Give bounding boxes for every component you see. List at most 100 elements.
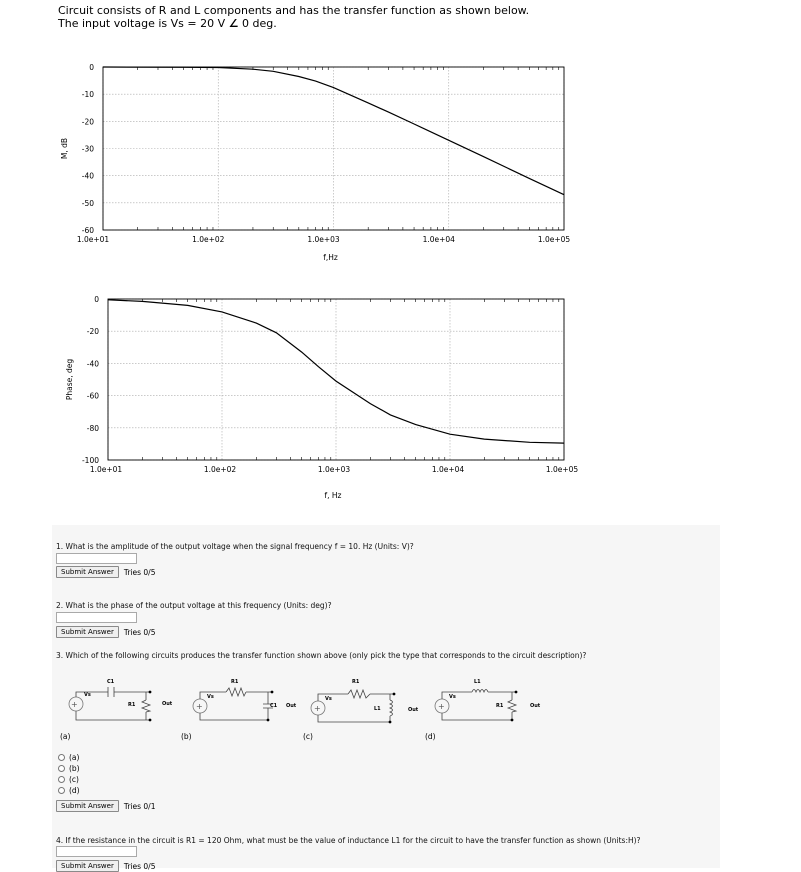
option-c-radio[interactable] [58,776,65,783]
phase-x-tick-label: 1.0e+02 [204,465,237,474]
circuit-d-diagram: + Vs L1 R1 Out [434,679,541,722]
option-a[interactable]: (a) [58,752,80,763]
question-4-text: 4. If the resistance in the circuit is R… [56,836,641,845]
intro-line-2-post: 0 deg. [238,17,277,30]
option-b-label: (b) [69,764,80,773]
mag-x-tick-label: 1.0e+02 [192,235,225,244]
circuit-d-shunt-label: R1 [496,703,504,709]
circuit-c-out-label: Out [408,707,419,713]
mag-x-tick-label: 1.0e+04 [423,235,456,244]
circuit-c-top-label: R1 [352,679,360,685]
mag-y-tick-label: -40 [82,172,94,181]
mag-series-line [102,66,565,196]
mag-x-axis-label: f,Hz [323,253,338,262]
circuit-b-shunt-label: C1 [270,703,278,709]
question-4-submit-button[interactable]: Submit Answer [56,860,119,872]
option-d-radio[interactable] [58,787,65,794]
phase-y-tick-label: 0 [94,295,99,304]
circuit-b-out-label: Out [286,703,297,709]
mag-y-tick-label: -20 [82,117,94,126]
circuit-a-label: (a) [60,732,71,741]
question-4-actions: Submit Answer Tries 0/5 [56,860,155,872]
mag-y-tick-label: -60 [82,226,94,235]
question-1-answer-input[interactable] [56,553,137,564]
phase-y-tick-label: -80 [87,424,99,433]
option-d[interactable]: (d) [58,785,80,796]
option-d-label: (d) [69,786,80,795]
circuit-d-top-label: L1 [474,679,481,685]
question-1-submit-button[interactable]: Submit Answer [56,566,119,578]
mag-x-tick-label: 1.0e+03 [307,235,340,244]
circuit-c-diagram: + Vs R1 L1 Out [310,679,419,724]
mag-y-tick-label: -10 [82,90,94,99]
option-b[interactable]: (b) [58,763,80,774]
question-2-actions: Submit Answer Tries 0/5 [56,626,155,638]
question-3-tries: Tries 0/1 [123,801,156,811]
phase-y-axis-label: Phase, deg [65,359,74,401]
phase-series-line [107,299,565,444]
circuit-a-plus: + [71,700,78,709]
phase-x-axis-label: f, Hz [325,491,342,500]
question-3-actions: Submit Answer Tries 0/1 [56,800,155,812]
option-c[interactable]: (c) [58,774,80,785]
phase-x-tick-label: 1.0e+05 [546,465,579,474]
problem-statement: Circuit consists of R and L components a… [58,4,529,30]
question-2-submit-button[interactable]: Submit Answer [56,626,119,638]
mag-x-tick-label: 1.0e+01 [77,235,110,244]
circuit-c-label: (c) [303,732,313,741]
option-c-label: (c) [69,775,79,784]
intro-line-2: The input voltage is Vs = 20 V ∠ 0 deg. [58,17,529,30]
phase-y-tick-label: -20 [87,327,99,336]
option-b-radio[interactable] [58,765,65,772]
mag-y-tick-label: -30 [82,145,94,154]
circuit-c-shunt-label: L1 [374,706,381,712]
magnitude-chart: 0 -10 -20 -30 -40 -50 -601.0e+01 1.0e+02 1.0e+03… [60,63,571,262]
question-4-tries: Tries 0/5 [123,861,156,871]
question-4-answer-input[interactable] [56,846,137,857]
circuit-c-plus: + [314,704,321,713]
circuit-a-shunt-label: R1 [128,702,136,708]
circuit-b-vs-label: Vs [207,694,214,700]
question-2-text: 2. What is the phase of the output volta… [56,601,332,610]
circuit-a-vs-label: Vs [84,692,91,698]
option-a-radio[interactable] [58,754,65,761]
mag-y-axis-label: M, dB [60,138,69,159]
angle-symbol: ∠ [228,17,239,30]
circuit-d-vs-label: Vs [449,694,456,700]
phase-y-tick-label: -40 [87,359,99,368]
question-3-submit-button[interactable]: Submit Answer [56,800,119,812]
circuit-a-out-label: Out [162,701,173,707]
question-1-actions: Submit Answer Tries 0/5 [56,566,155,578]
mag-plot-frame [102,66,565,231]
circuit-b-top-label: R1 [231,679,239,685]
circuit-a-diagram: + Vs C1 R1 Out [68,679,173,722]
questions-panel [52,525,720,868]
question-1-tries: Tries 0/5 [123,567,156,577]
question-1-text: 1. What is the amplitude of the output v… [56,542,414,551]
circuit-d-label: (d) [425,732,436,741]
mag-y-tick-label: -50 [82,199,94,208]
mag-y-tick-label: 0 [89,63,94,72]
intro-line-2-pre: The input voltage is Vs = 20 V [58,17,229,30]
circuit-b-diagram: + Vs R1 C1 Out [192,679,297,722]
phase-y-tick-label: -60 [87,392,99,401]
question-2-tries: Tries 0/5 [123,627,156,637]
question-2-answer-input[interactable] [56,612,137,623]
phase-x-tick-label: 1.0e+01 [90,465,123,474]
circuit-b-plus: + [196,702,203,711]
question-3-options: (a) (b) (c) (d) [58,752,80,796]
circuit-d-out-label: Out [530,703,541,709]
intro-line-1: Circuit consists of R and L components a… [58,4,530,17]
option-a-label: (a) [69,753,80,762]
circuit-c-vs-label: Vs [325,696,332,702]
question-3-text: 3. Which of the following circuits produ… [56,651,587,660]
circuit-d-plus: + [438,702,445,711]
circuit-b-label: (b) [181,732,192,741]
mag-x-tick-label: 1.0e+05 [538,235,571,244]
phase-y-tick-label: -100 [82,456,99,465]
phase-x-tick-label: 1.0e+03 [318,465,351,474]
phase-x-tick-label: 1.0e+04 [432,465,465,474]
phase-plot-frame [107,298,565,461]
circuit-a-top-label: C1 [107,679,115,685]
